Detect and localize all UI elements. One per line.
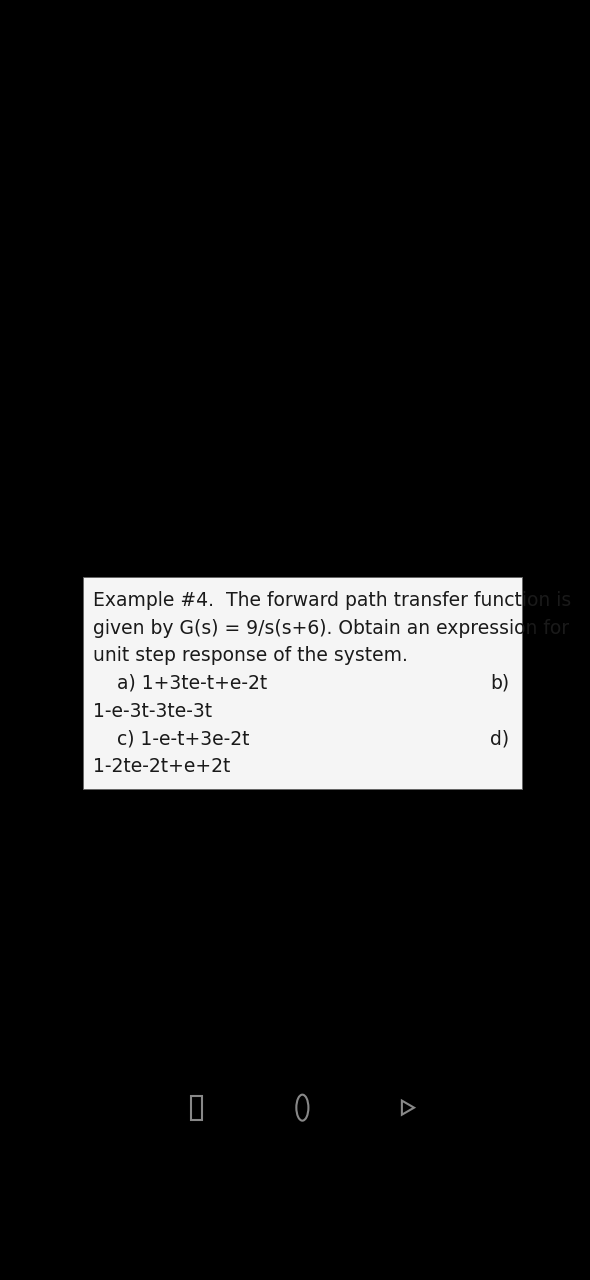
Text: a) 1+3te-t+e-2t: a) 1+3te-t+e-2t xyxy=(93,675,267,692)
Text: d): d) xyxy=(490,730,509,749)
FancyBboxPatch shape xyxy=(83,577,522,790)
Text: c) 1-e-t+3e-2t: c) 1-e-t+3e-2t xyxy=(93,730,250,749)
Text: Example #4.  The forward path transfer function is: Example #4. The forward path transfer fu… xyxy=(93,591,571,611)
Text: b): b) xyxy=(490,675,509,692)
Text: 1-2te-2t+e+2t: 1-2te-2t+e+2t xyxy=(93,756,230,776)
Text: 1-e-3t-3te-3t: 1-e-3t-3te-3t xyxy=(93,701,212,721)
Text: unit step response of the system.: unit step response of the system. xyxy=(93,646,408,666)
Text: given by G(s) = 9/s(s+6). Obtain an expression for: given by G(s) = 9/s(s+6). Obtain an expr… xyxy=(93,618,569,637)
